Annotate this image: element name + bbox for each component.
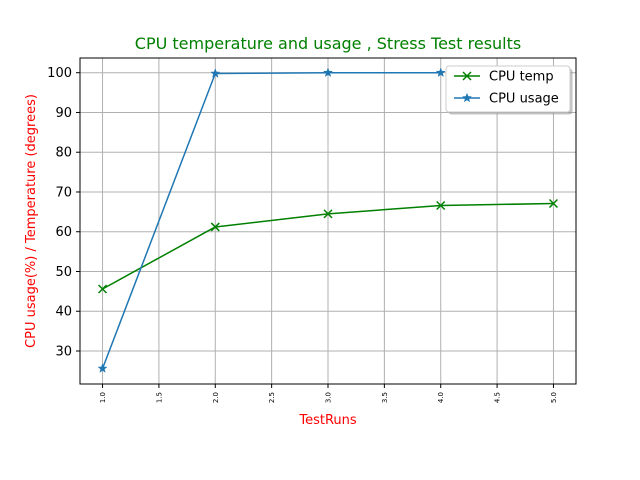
y-tick-label: 60	[55, 225, 72, 240]
series-cpu-temp	[98, 198, 558, 294]
y-tick-label: 100	[47, 66, 72, 81]
x-tick-label: 3.5	[381, 392, 389, 403]
y-tick-label: 80	[55, 146, 72, 161]
x-tick-label: 5.0	[550, 392, 558, 403]
legend-label-cpu-usage: CPU usage	[489, 92, 559, 107]
x-tick-label: 2.0	[212, 392, 220, 403]
x-tick-label: 2.5	[268, 392, 276, 403]
data-point-cpu-temp	[436, 200, 446, 211]
ticks-layer: 1.0 1.5 2.0 2.5 3.0 3.5 4.0 4.5 5.0 30 40 50 60 70 80 9…	[47, 66, 558, 403]
legend-box	[445, 65, 571, 113]
y-tick-label: 30	[55, 345, 72, 360]
data-point-cpu-temp	[98, 284, 108, 294]
x-tick-label: 1.0	[99, 392, 107, 403]
x-tick-label: 4.5	[494, 392, 502, 403]
data-point-cpu-usage	[97, 363, 108, 373]
data-point-cpu-temp	[548, 198, 558, 209]
series-cpu-usage	[97, 67, 446, 373]
legend: CPU temp CPU usage	[445, 65, 573, 115]
y-tick-label: 90	[55, 106, 72, 121]
marker-stroke	[462, 71, 472, 81]
marker-stroke	[210, 222, 220, 232]
data-point-cpu-usage	[210, 68, 221, 78]
y-axis-label: CPU usage(%) / Temperature (degrees)	[24, 94, 39, 348]
marker-stroke	[436, 200, 446, 211]
legend-marker-cpu-temp	[462, 71, 472, 81]
x-tick-label: 4.0	[437, 392, 445, 403]
x-axis-label: TestRuns	[298, 413, 357, 428]
data-point-cpu-temp	[323, 209, 333, 219]
x-tick-label: 1.5	[155, 392, 163, 403]
series-line-cpu-usage	[101, 71, 441, 369]
marker-stroke	[98, 284, 108, 294]
legend-marker-cpu-usage	[461, 92, 473, 103]
data-point-cpu-usage	[435, 67, 446, 78]
y-tick-label: 40	[55, 305, 72, 320]
x-tick-label: 3.0	[325, 392, 333, 403]
chart-title: CPU temperature and usage , Stress Test …	[135, 34, 521, 53]
y-tick-label: 70	[55, 185, 72, 200]
legend-label-cpu-temp: CPU temp	[489, 70, 554, 85]
data-point-cpu-temp	[210, 222, 220, 232]
data-point-cpu-usage	[322, 67, 334, 78]
marker-stroke	[323, 209, 333, 219]
y-tick-label: 50	[55, 265, 72, 280]
marker-stroke	[548, 198, 558, 209]
series-layer	[97, 67, 558, 373]
